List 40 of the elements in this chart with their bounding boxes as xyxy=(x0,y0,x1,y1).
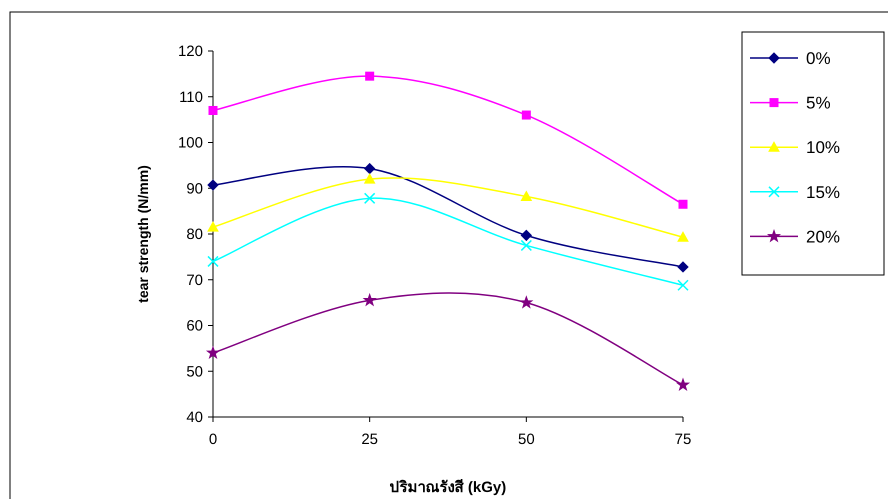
x-tick-label: 75 xyxy=(674,431,692,448)
point xyxy=(520,230,532,241)
point xyxy=(208,222,218,232)
point xyxy=(206,346,220,359)
legend-label: 10% xyxy=(806,138,840,158)
point xyxy=(522,110,531,120)
y-tick-label: 110 xyxy=(179,88,203,106)
y-tick-label: 120 xyxy=(178,43,203,60)
legend-label: 0% xyxy=(806,49,831,68)
point xyxy=(207,256,219,268)
x-tick-label: 50 xyxy=(518,431,535,448)
y-tick-label: 100 xyxy=(178,134,203,152)
y-tick-label: 40 xyxy=(186,409,203,426)
x-tick-label: 0 xyxy=(208,431,218,448)
point xyxy=(365,72,374,81)
point xyxy=(364,192,376,204)
legend-label: 5% xyxy=(806,94,831,113)
point xyxy=(520,240,532,252)
y-tick-label: 50 xyxy=(186,363,203,380)
y-tick-label: 80 xyxy=(186,226,203,243)
point xyxy=(208,106,218,115)
point xyxy=(208,180,218,191)
point xyxy=(364,174,376,184)
point xyxy=(677,279,689,291)
x-tick-label: 25 xyxy=(361,431,378,448)
y-axis-title: tear strength (N/mm) xyxy=(135,165,151,303)
point xyxy=(676,378,690,391)
point xyxy=(520,190,532,201)
y-tick-label: 60 xyxy=(186,318,203,334)
legend-label: 15% xyxy=(806,182,840,202)
point xyxy=(678,232,688,242)
point xyxy=(678,261,688,272)
legend-label: 20% xyxy=(806,227,840,246)
point xyxy=(678,200,688,209)
x-axis-title: ปริมาณรังสี (kGy) xyxy=(390,478,506,496)
y-tick-label: 70 xyxy=(186,272,203,289)
point xyxy=(363,294,376,306)
point xyxy=(364,163,376,174)
y-tick-label: 90 xyxy=(186,180,203,198)
point xyxy=(520,296,533,308)
